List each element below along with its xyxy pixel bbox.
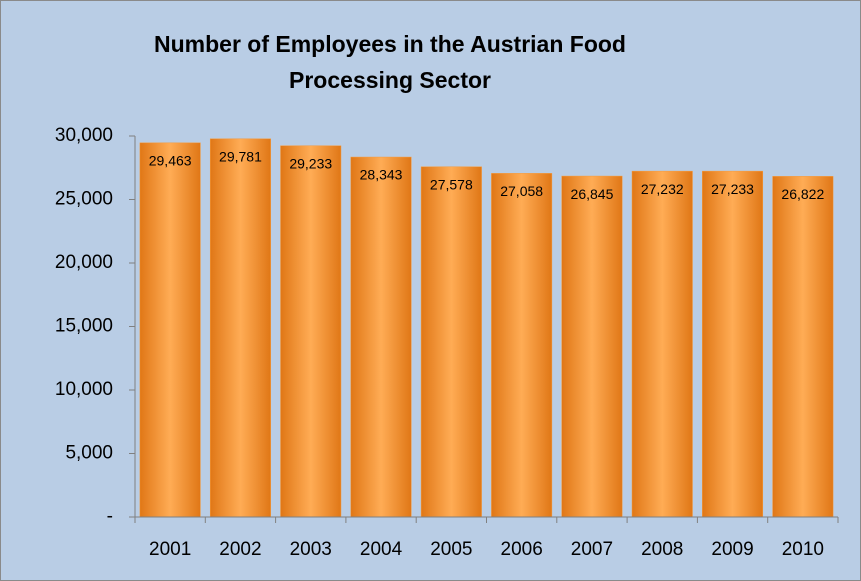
value-label: 26,822 [781, 186, 824, 202]
bar [772, 176, 834, 518]
bar [561, 175, 623, 518]
x-tick-label: 2010 [782, 539, 824, 560]
x-tick-label: 2002 [219, 539, 261, 560]
x-tick-label: 2004 [360, 539, 403, 560]
x-tick-label: 2003 [290, 539, 332, 560]
value-label: 27,232 [641, 181, 684, 197]
value-label: 27,578 [430, 176, 473, 192]
y-tick-label: 20,000 [55, 252, 113, 273]
x-tick-label: 2005 [430, 539, 472, 560]
x-tick-label: 2001 [149, 539, 191, 560]
value-label: 29,233 [289, 155, 332, 171]
y-tick-label: 10,000 [55, 379, 113, 400]
x-tick-label: 2007 [571, 539, 613, 560]
x-tick-label: 2009 [711, 539, 753, 560]
x-tick-label: 2008 [641, 539, 683, 560]
bar [209, 138, 271, 518]
y-tick-label: 5,000 [65, 443, 113, 464]
x-tick-label: 2006 [501, 539, 543, 560]
chart-title: Number of Employees in the Austrian Food… [154, 31, 626, 93]
bar [420, 166, 482, 518]
value-label: 29,463 [149, 153, 192, 169]
bar [280, 145, 342, 518]
value-label: 29,781 [219, 148, 262, 164]
bar [491, 173, 553, 518]
bar [139, 142, 201, 518]
value-label: 26,845 [571, 186, 614, 202]
value-label: 27,058 [500, 183, 543, 199]
y-tick-label: - [107, 506, 113, 527]
bar [702, 170, 764, 518]
y-tick-label: 15,000 [55, 316, 113, 337]
y-tick-label: 30,000 [55, 125, 113, 146]
value-label: 28,343 [360, 167, 403, 183]
value-label: 27,233 [711, 181, 754, 197]
y-tick-label: 25,000 [55, 189, 113, 210]
bar [631, 170, 693, 518]
bar [350, 156, 412, 518]
